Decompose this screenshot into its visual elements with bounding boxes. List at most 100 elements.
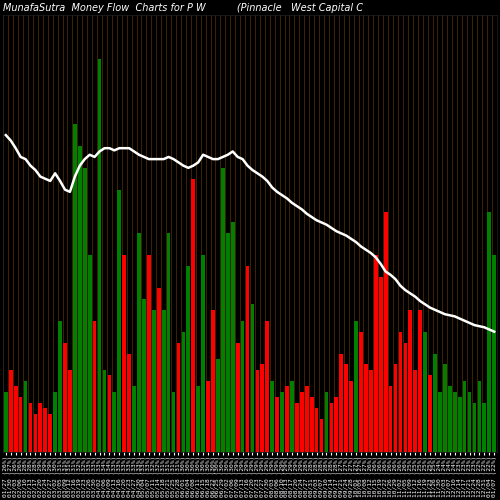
Bar	[172, 392, 175, 452]
Bar	[83, 168, 86, 452]
Bar	[443, 364, 446, 452]
Bar	[98, 58, 102, 452]
Bar	[236, 342, 240, 452]
Bar	[241, 320, 244, 452]
Bar	[231, 222, 234, 452]
Bar	[9, 370, 13, 452]
Bar	[404, 342, 407, 452]
Bar	[324, 392, 328, 452]
Bar	[305, 386, 308, 452]
Bar	[369, 370, 372, 452]
Bar	[102, 370, 106, 452]
Bar	[394, 364, 398, 452]
Bar	[28, 402, 32, 452]
Bar	[379, 277, 382, 452]
Bar	[34, 414, 38, 452]
Bar	[314, 408, 318, 452]
Bar	[462, 381, 466, 452]
Bar	[424, 332, 427, 452]
Bar	[280, 392, 284, 452]
Bar	[58, 320, 62, 452]
Bar	[330, 402, 333, 452]
Bar	[112, 392, 116, 452]
Bar	[492, 255, 496, 452]
Bar	[290, 381, 294, 452]
Bar	[300, 392, 304, 452]
Bar	[4, 392, 8, 452]
Bar	[142, 299, 146, 452]
Bar	[256, 370, 259, 452]
Bar	[162, 310, 166, 452]
Bar	[458, 397, 462, 452]
Bar	[334, 397, 338, 452]
Bar	[122, 255, 126, 452]
Bar	[176, 342, 180, 452]
Bar	[320, 419, 324, 452]
Bar	[221, 168, 224, 452]
Bar	[388, 386, 392, 452]
Bar	[246, 266, 250, 452]
Bar	[147, 255, 150, 452]
Bar	[276, 397, 279, 452]
Bar	[414, 370, 417, 452]
Text: MunafaSutra  Money Flow  Charts for P W          (Pinnacle   West Capital C: MunafaSutra Money Flow Charts for P W (P…	[4, 3, 364, 13]
Bar	[482, 402, 486, 452]
Bar	[408, 310, 412, 452]
Bar	[167, 234, 170, 452]
Bar	[93, 320, 96, 452]
Bar	[63, 342, 67, 452]
Bar	[157, 288, 160, 452]
Bar	[295, 402, 298, 452]
Bar	[384, 212, 388, 452]
Bar	[68, 370, 72, 452]
Bar	[14, 386, 18, 452]
Bar	[186, 266, 190, 452]
Bar	[44, 408, 47, 452]
Bar	[468, 392, 471, 452]
Bar	[206, 381, 210, 452]
Bar	[285, 386, 289, 452]
Bar	[354, 320, 358, 452]
Bar	[137, 234, 141, 452]
Bar	[260, 364, 264, 452]
Bar	[211, 310, 215, 452]
Bar	[19, 397, 22, 452]
Bar	[359, 332, 363, 452]
Bar	[108, 376, 112, 452]
Bar	[78, 146, 82, 452]
Bar	[364, 364, 368, 452]
Bar	[73, 124, 76, 452]
Bar	[216, 359, 220, 452]
Bar	[132, 386, 136, 452]
Bar	[192, 179, 195, 452]
Bar	[202, 255, 205, 452]
Bar	[196, 386, 200, 452]
Bar	[270, 381, 274, 452]
Bar	[340, 354, 343, 452]
Bar	[344, 364, 348, 452]
Bar	[88, 255, 92, 452]
Bar	[478, 381, 481, 452]
Bar	[428, 376, 432, 452]
Bar	[374, 255, 378, 452]
Bar	[54, 392, 57, 452]
Bar	[128, 354, 131, 452]
Bar	[250, 304, 254, 452]
Bar	[453, 392, 456, 452]
Bar	[472, 402, 476, 452]
Bar	[438, 392, 442, 452]
Bar	[488, 212, 491, 452]
Bar	[350, 381, 353, 452]
Bar	[182, 332, 186, 452]
Bar	[310, 397, 314, 452]
Bar	[433, 354, 437, 452]
Bar	[418, 310, 422, 452]
Bar	[266, 320, 269, 452]
Bar	[152, 310, 156, 452]
Bar	[398, 332, 402, 452]
Bar	[226, 234, 230, 452]
Bar	[38, 402, 42, 452]
Bar	[448, 386, 452, 452]
Bar	[118, 190, 121, 452]
Bar	[24, 381, 28, 452]
